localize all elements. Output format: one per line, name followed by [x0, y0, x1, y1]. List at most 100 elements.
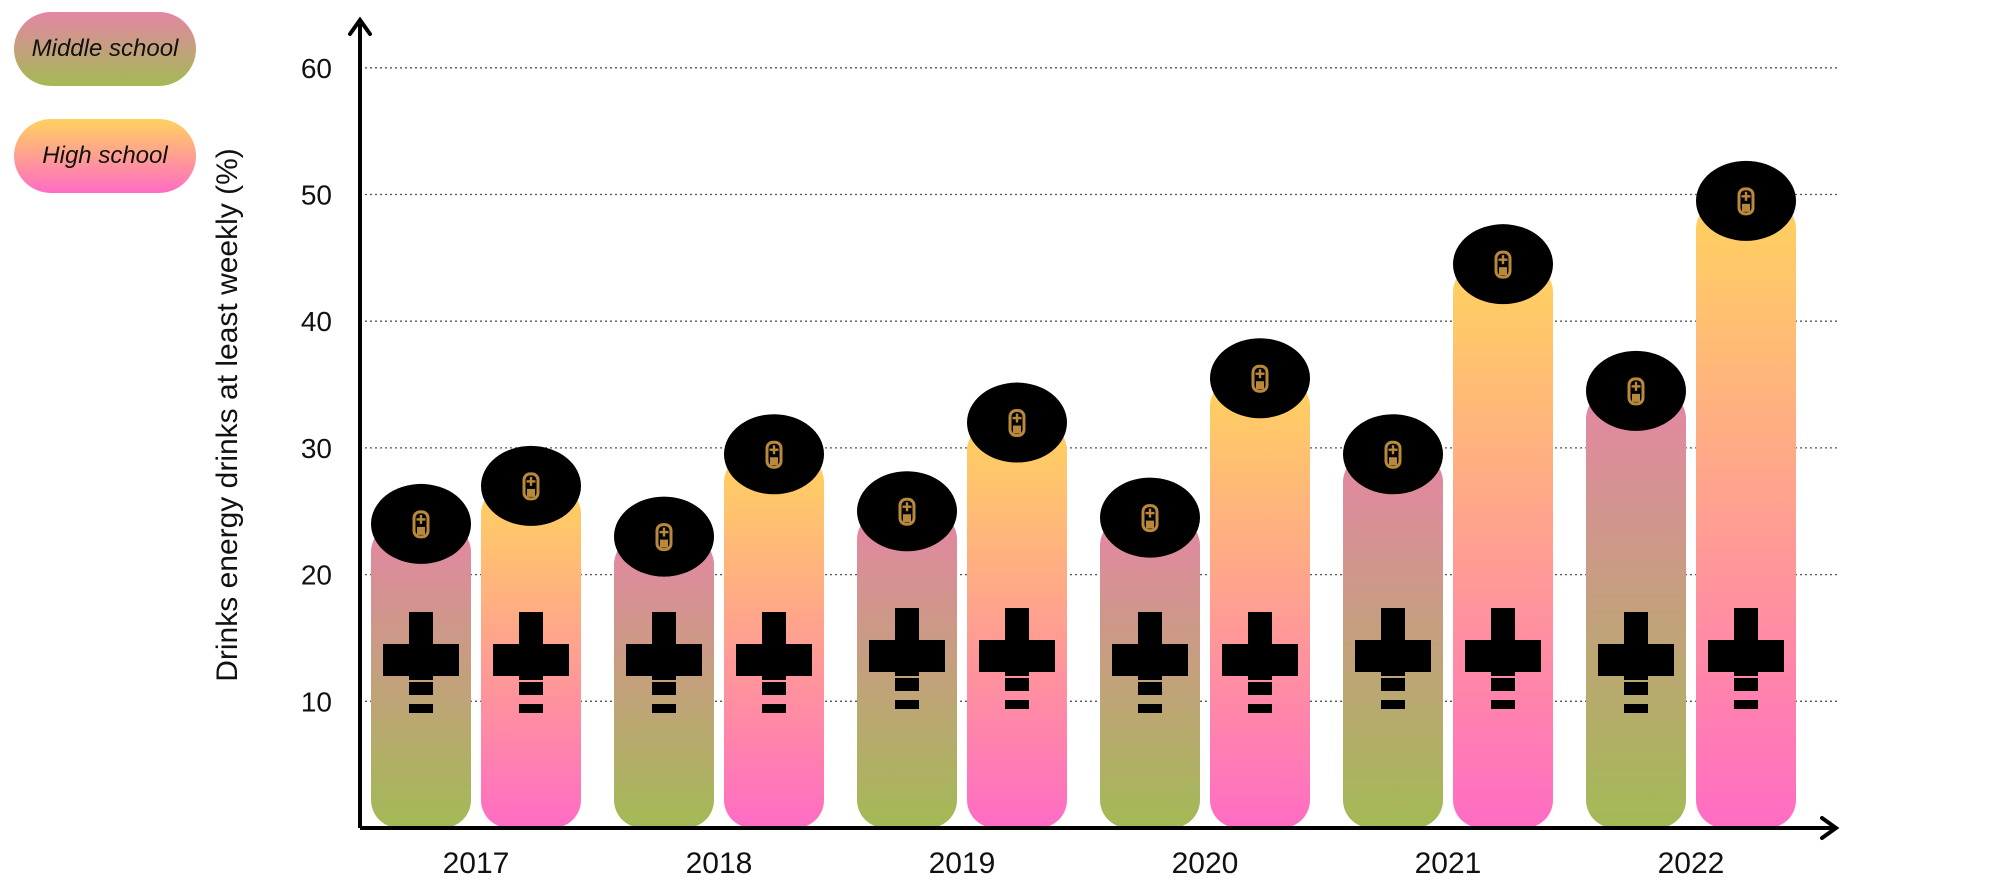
battery-icon-plus-h	[902, 505, 912, 508]
battery-icon-plus-h	[1388, 448, 1398, 451]
battery-icon	[412, 510, 430, 539]
battery-icon	[1008, 409, 1026, 438]
y-tick-label: 60	[301, 53, 332, 84]
legend-label-middle-school: Middle school	[31, 35, 179, 62]
plus-symbol-horizontal	[1112, 644, 1188, 676]
plus-symbol-horizontal	[869, 640, 945, 672]
bar-middle-school-2022	[1586, 350, 1686, 828]
battery-icon	[1494, 250, 1512, 279]
minus-symbol-top	[762, 682, 786, 695]
battery-icon-fill	[1146, 520, 1154, 529]
minus-symbol-bottom	[1005, 700, 1029, 709]
plus-symbol-horizontal	[1222, 644, 1298, 676]
y-tick-label: 50	[301, 180, 332, 211]
battery-icon	[1737, 187, 1755, 216]
battery-icon	[1251, 364, 1269, 393]
battery-icon-fill	[660, 539, 668, 548]
battery-icon	[1141, 504, 1159, 533]
minus-symbol-bottom	[1138, 704, 1162, 713]
minus-symbol-bottom	[519, 704, 543, 713]
battery-icon-fill	[770, 457, 778, 466]
battery-icon-fill	[1632, 393, 1640, 402]
battery-icon-plus-h	[1741, 195, 1751, 198]
minus-symbol-top	[895, 678, 919, 691]
bar-high-school-2019	[967, 382, 1067, 828]
battery-icon-plus-h	[659, 530, 669, 534]
minus-symbol-top	[1381, 678, 1405, 691]
battery-icon-fill	[1389, 457, 1397, 466]
plus-symbol-horizontal	[1355, 640, 1431, 672]
battery-cap	[481, 445, 581, 526]
battery-icon-plus-h	[1631, 385, 1641, 388]
battery-icon-fill	[1742, 203, 1750, 212]
minus-symbol-top	[1248, 682, 1272, 695]
y-tick-label: 40	[301, 306, 332, 337]
minus-symbol-bottom	[1248, 704, 1272, 713]
plus-symbol-horizontal	[626, 644, 702, 676]
x-tick-label: 2020	[1172, 847, 1239, 880]
bar-high-school-2018	[724, 414, 824, 828]
x-tick-label: 2021	[1415, 847, 1482, 880]
battery-icon-fill	[527, 488, 535, 497]
y-tick-label: 20	[301, 560, 332, 591]
minus-symbol-bottom	[762, 704, 786, 713]
minus-symbol-bottom	[1734, 700, 1758, 709]
battery-icon-plus-h	[416, 518, 426, 521]
minus-symbol-top	[1624, 682, 1648, 695]
plus-symbol-horizontal	[736, 644, 812, 676]
bar-high-school-2021	[1453, 224, 1553, 828]
legend-item-high-school: High school	[14, 119, 196, 193]
battery-icon-plus-h	[1255, 372, 1265, 375]
y-axis-arrow	[348, 16, 372, 36]
minus-symbol-top	[1734, 678, 1758, 691]
bar-high-school-2020	[1210, 338, 1310, 828]
x-tick-label: 2017	[443, 847, 510, 880]
y-tick-label: 30	[301, 433, 332, 464]
plus-symbol-horizontal	[383, 644, 459, 676]
bars	[371, 160, 1796, 828]
minus-symbol-bottom	[895, 700, 919, 709]
plus-symbol-horizontal	[493, 644, 569, 676]
minus-symbol-top	[409, 682, 433, 695]
battery-body	[1696, 200, 1796, 828]
battery-icon-fill	[1013, 425, 1021, 434]
minus-symbol-bottom	[409, 704, 433, 713]
battery-icon-fill	[903, 514, 911, 523]
bar-middle-school-2019	[857, 471, 957, 828]
minus-symbol-bottom	[1491, 700, 1515, 709]
battery-icon-plus-h	[1498, 258, 1508, 261]
minus-symbol-top	[1491, 678, 1515, 691]
x-axis-arrow	[1820, 816, 1840, 840]
battery-icon-plus-h	[526, 480, 536, 483]
tick-labels: 10 20 30 40 50 60 2017 2018 2019 2020 2021 2022	[301, 53, 1725, 880]
battery-icon	[655, 523, 673, 552]
battery-body	[1453, 264, 1553, 828]
bar-middle-school-2017	[371, 483, 471, 828]
battery-icon-fill	[1256, 381, 1264, 390]
minus-symbol-bottom	[1624, 704, 1648, 713]
battery-icon-plus-h	[1012, 416, 1022, 420]
legend-label-high-school: High school	[42, 142, 168, 169]
bar-high-school-2022	[1696, 160, 1796, 828]
battery-icon-plus-h	[1145, 511, 1155, 515]
plus-symbol-horizontal	[1598, 644, 1674, 676]
bar-middle-school-2021	[1343, 414, 1443, 828]
battery-icon	[898, 497, 916, 526]
minus-symbol-top	[1138, 682, 1162, 695]
battery-icon-fill	[1499, 267, 1507, 276]
battery-icon	[765, 440, 783, 469]
battery-icon	[522, 472, 540, 501]
y-tick-label: 10	[301, 686, 332, 717]
battery-cap	[1100, 477, 1200, 558]
x-tick-label: 2022	[1658, 847, 1725, 880]
battery-icon	[1384, 440, 1402, 469]
battery-body	[1586, 390, 1686, 828]
minus-symbol-top	[652, 682, 676, 695]
axes	[348, 16, 1840, 840]
minus-symbol-top	[1005, 678, 1029, 691]
plus-symbol-horizontal	[1708, 640, 1784, 672]
battery-icon-fill	[417, 526, 425, 535]
plus-symbol-horizontal	[1465, 640, 1541, 672]
battery-icon	[1627, 377, 1645, 406]
